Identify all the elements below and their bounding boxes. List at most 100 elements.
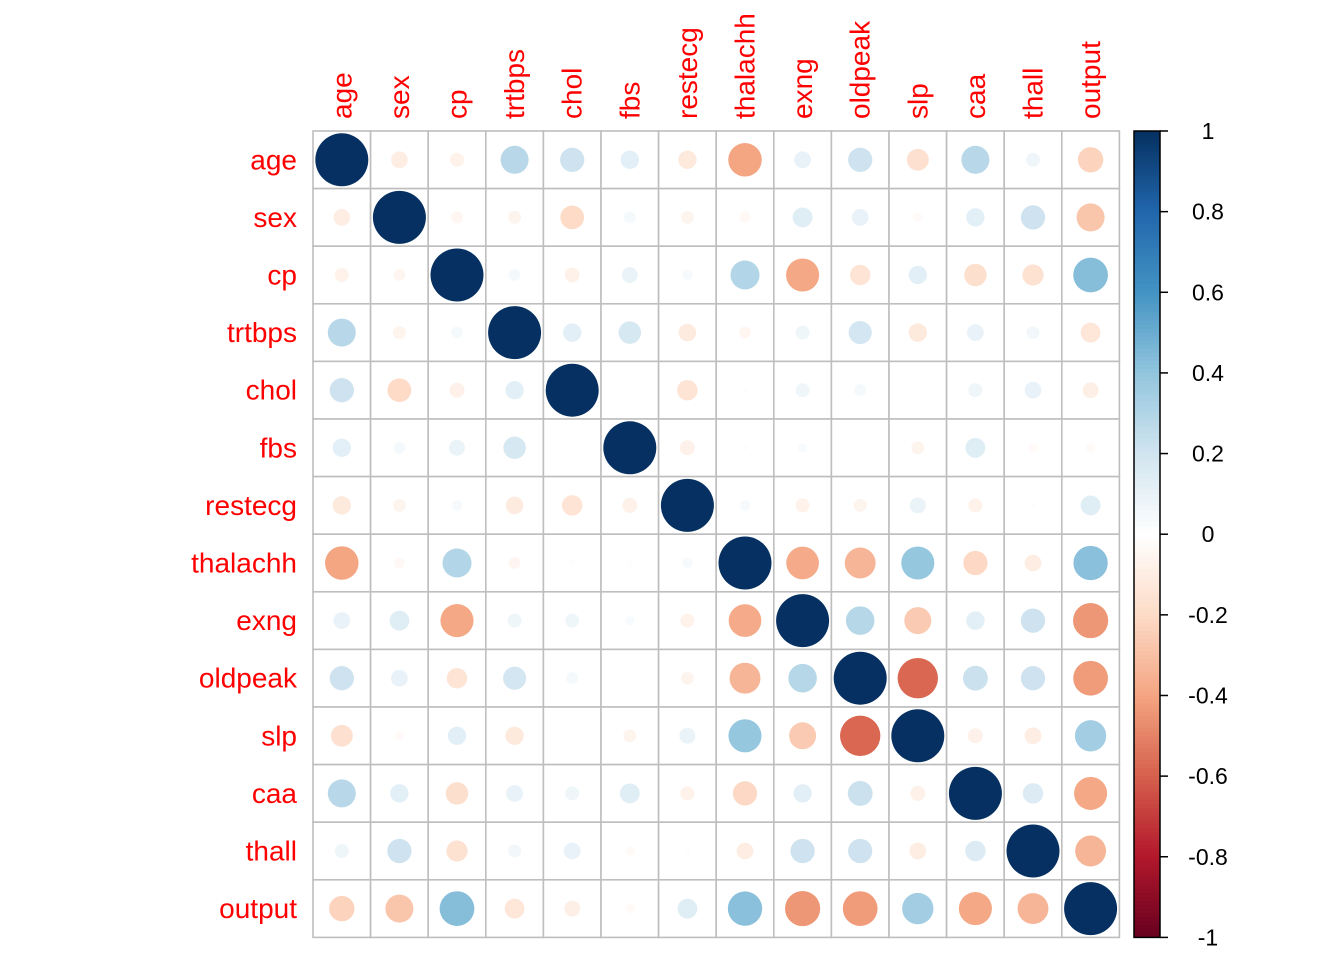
colorbar-segment — [1134, 441, 1160, 447]
corr-circle-oldpeak-exng — [788, 663, 817, 693]
colorbar-tick-label: 0.6 — [1192, 279, 1224, 305]
colorbar-segment — [1134, 159, 1160, 164]
colorbar-segment — [1134, 251, 1160, 257]
colorbar-segment — [1134, 804, 1160, 809]
corr-circle-output-trtbps — [504, 898, 525, 919]
corr-circle-fbs-thall — [1028, 443, 1038, 453]
corr-circle-slp-exng — [789, 722, 817, 750]
col-label-chol: chol — [557, 68, 588, 119]
corr-circle-thalachh-exng — [786, 546, 819, 580]
colorbar-segment — [1134, 889, 1160, 894]
colorbar-segment — [1134, 131, 1160, 136]
corr-circle-chol-cp — [449, 382, 465, 398]
corr-circle-fbs-output — [1086, 443, 1096, 453]
corr-circle-age-slp — [906, 148, 929, 171]
colorbar-segment — [1134, 683, 1160, 689]
corr-circle-trtbps-oldpeak — [848, 321, 872, 345]
colorbar-segment — [1134, 376, 1160, 382]
row-label-restecg: restecg — [205, 490, 297, 521]
corr-circle-caa-caa — [948, 766, 1002, 820]
corr-circle-oldpeak-thall — [1020, 666, 1046, 691]
colorbar-segment — [1134, 425, 1160, 430]
corr-circle-sex-thalachh — [739, 212, 751, 223]
colorbar-segment — [1134, 171, 1160, 176]
colorbar-segment — [1134, 493, 1160, 499]
colorbar-segment — [1134, 336, 1160, 342]
corr-circle-oldpeak-fbs — [627, 675, 633, 681]
row-label-fbs: fbs — [260, 432, 297, 463]
colorbar-segment — [1134, 651, 1160, 656]
colorbar-segment — [1134, 743, 1160, 749]
corr-circle-fbs-slp — [911, 441, 925, 455]
corr-circle-cp-thalachh — [730, 260, 760, 290]
corr-circle-oldpeak-age — [329, 666, 354, 691]
row-label-slp: slp — [261, 720, 297, 751]
colorbar-segment — [1134, 893, 1160, 898]
corr-circle-fbs-thalachh — [742, 445, 748, 451]
corr-circle-thalachh-oldpeak — [844, 547, 876, 579]
colorbar-segment — [1134, 808, 1160, 814]
colorbar-segment — [1134, 921, 1160, 926]
colorbar-segment — [1134, 876, 1160, 882]
colorbar-segment — [1134, 385, 1160, 390]
colorbar-segment — [1134, 477, 1160, 483]
corr-circle-slp-fbs — [623, 729, 637, 743]
colorbar-segment — [1134, 179, 1160, 185]
colorbar-segment — [1134, 707, 1160, 713]
colorbar-segment — [1134, 135, 1160, 140]
corr-circle-exng-restecg — [680, 613, 695, 628]
colorbar-segment — [1134, 695, 1160, 701]
corr-circle-slp-restecg — [679, 727, 696, 744]
corr-circle-thall-age — [334, 843, 349, 859]
corr-circle-output-exng — [785, 891, 821, 927]
corr-circle-thalachh-thall — [1024, 554, 1042, 572]
corr-circle-thall-oldpeak — [848, 838, 873, 864]
corr-circle-caa-trtbps — [506, 785, 523, 802]
corr-circle-chol-caa — [968, 383, 983, 398]
colorbar-segment — [1134, 380, 1160, 386]
colorbar-segment — [1134, 727, 1160, 733]
corr-circle-trtbps-output — [1080, 322, 1101, 343]
corr-circle-cp-fbs — [621, 267, 638, 283]
col-label-cp: cp — [442, 89, 473, 119]
colorbar-segment — [1134, 247, 1160, 253]
corr-circle-sex-cp — [451, 211, 463, 224]
colorbar-segment — [1134, 546, 1160, 551]
colorbar-segment — [1134, 147, 1160, 152]
corr-circle-thall-caa — [965, 840, 986, 862]
colorbar-segment — [1134, 356, 1160, 362]
colorbar-segment — [1134, 360, 1160, 366]
corr-circle-chol-thall — [1024, 381, 1042, 399]
colorbar-segment — [1134, 538, 1160, 543]
colorbar-segment — [1134, 747, 1160, 753]
corr-circle-output-cp — [439, 891, 475, 926]
col-label-thall: thall — [1018, 68, 1049, 119]
row-label-output: output — [219, 893, 297, 924]
colorbar-segment — [1134, 469, 1160, 475]
corr-circle-thall-thall — [1006, 824, 1060, 878]
corr-circle-output-output — [1064, 882, 1118, 936]
col-label-output: output — [1075, 41, 1106, 119]
corr-circle-trtbps-thalachh — [739, 326, 751, 339]
colorbar-segment — [1134, 723, 1160, 729]
corr-circle-restecg-slp — [909, 497, 926, 514]
colorbar-segment — [1134, 784, 1160, 789]
corr-circle-oldpeak-slp — [897, 658, 938, 699]
corr-circle-thalachh-chol — [569, 560, 575, 566]
corr-circle-output-sex — [385, 894, 414, 923]
corr-circle-chol-oldpeak — [854, 384, 867, 397]
corr-circle-slp-cp — [447, 726, 467, 745]
corr-circle-chol-output — [1082, 382, 1099, 399]
corr-circle-exng-caa — [966, 611, 985, 630]
corr-circle-age-age — [315, 133, 369, 187]
colorbar-segment — [1134, 755, 1160, 761]
corr-circle-sex-fbs — [623, 211, 636, 224]
colorbar-segment — [1134, 667, 1160, 672]
col-label-sex: sex — [384, 75, 415, 119]
colorbar-segment — [1134, 586, 1160, 592]
colorbar-segment — [1134, 630, 1160, 636]
colorbar-segment — [1134, 852, 1160, 858]
colorbar-segment — [1134, 235, 1160, 241]
colorbar-segment — [1134, 405, 1160, 410]
colorbar-segment — [1134, 848, 1160, 854]
